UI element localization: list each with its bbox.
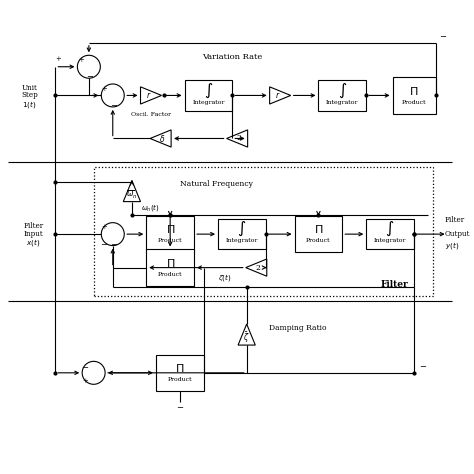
Text: Integrator: Integrator (192, 100, 225, 105)
Text: $-$: $-$ (176, 402, 184, 410)
Polygon shape (150, 130, 171, 147)
Circle shape (77, 55, 100, 78)
Bar (146, 249, 194, 286)
Text: Input: Input (24, 230, 43, 238)
Text: $\int$: $\int$ (337, 82, 347, 100)
Text: Integrator: Integrator (374, 238, 406, 243)
Text: Filter: Filter (445, 216, 465, 224)
Text: $y(t)$: $y(t)$ (445, 240, 459, 251)
Text: Filter: Filter (23, 222, 44, 230)
Text: Variation Rate: Variation Rate (202, 53, 263, 61)
Circle shape (101, 84, 124, 107)
Bar (319, 80, 366, 111)
Text: $\int$: $\int$ (204, 82, 213, 100)
Bar (392, 77, 436, 114)
Text: $-$: $-$ (86, 72, 94, 79)
Text: +: + (82, 377, 88, 385)
Text: $\Pi$: $\Pi$ (165, 257, 175, 269)
Text: $-$: $-$ (419, 361, 427, 369)
Text: +: + (78, 56, 84, 64)
Text: $r$: $r$ (275, 91, 281, 100)
Text: +: + (101, 223, 107, 231)
Bar (366, 219, 414, 249)
Text: Damping Ratio: Damping Ratio (269, 324, 326, 332)
Text: $-$: $-$ (109, 239, 118, 247)
Bar (146, 216, 194, 252)
Bar (294, 216, 342, 252)
Text: Product: Product (306, 238, 331, 243)
Text: $\int$: $\int$ (385, 220, 395, 238)
Text: Oscil. Factor: Oscil. Factor (131, 112, 171, 117)
Text: $-$: $-$ (439, 31, 447, 39)
Text: Product: Product (167, 377, 192, 382)
Polygon shape (227, 130, 247, 147)
Text: Product: Product (158, 272, 182, 277)
Text: $-$: $-$ (100, 239, 108, 247)
Text: $\int$: $\int$ (237, 220, 246, 238)
Text: $\omega_n(t)$: $\omega_n(t)$ (141, 202, 160, 213)
Text: $1(t)$: $1(t)$ (22, 99, 37, 109)
Polygon shape (246, 259, 267, 276)
Text: $x(t)$: $x(t)$ (26, 237, 41, 248)
Text: Natural Frequency: Natural Frequency (180, 181, 253, 188)
Bar (184, 80, 232, 111)
Text: +: + (55, 55, 61, 63)
Text: 2: 2 (237, 135, 241, 143)
Polygon shape (123, 181, 140, 201)
Text: Product: Product (158, 238, 182, 243)
Text: $\Pi$: $\Pi$ (175, 362, 184, 374)
Polygon shape (238, 324, 255, 345)
Text: 2: 2 (255, 264, 261, 272)
Text: $\Pi$: $\Pi$ (314, 223, 323, 236)
Text: Filter: Filter (381, 280, 409, 289)
Text: Output: Output (445, 230, 470, 238)
Text: Integrator: Integrator (226, 238, 258, 243)
Polygon shape (270, 87, 291, 104)
Text: Unit: Unit (22, 84, 37, 92)
Text: Step: Step (21, 91, 38, 100)
Text: Product: Product (402, 100, 427, 105)
Text: $\bar{\zeta}$: $\bar{\zeta}$ (244, 330, 250, 345)
Text: +: + (101, 85, 107, 93)
Text: $\Pi$: $\Pi$ (165, 223, 175, 236)
Text: $\overline{\omega}_n$: $\overline{\omega}_n$ (126, 188, 137, 201)
Bar (156, 355, 204, 391)
Circle shape (82, 361, 105, 384)
Text: $\zeta(t)$: $\zeta(t)$ (218, 272, 232, 283)
Polygon shape (140, 87, 162, 104)
Text: Integrator: Integrator (326, 100, 358, 105)
Bar (218, 219, 266, 249)
Text: $-$: $-$ (109, 100, 118, 108)
Circle shape (101, 223, 124, 246)
Text: $-$: $-$ (81, 362, 89, 370)
Text: $r$: $r$ (146, 91, 152, 100)
Bar (94, 167, 433, 296)
Text: $\delta$: $\delta$ (159, 133, 166, 144)
Text: $\Pi$: $\Pi$ (410, 85, 419, 97)
